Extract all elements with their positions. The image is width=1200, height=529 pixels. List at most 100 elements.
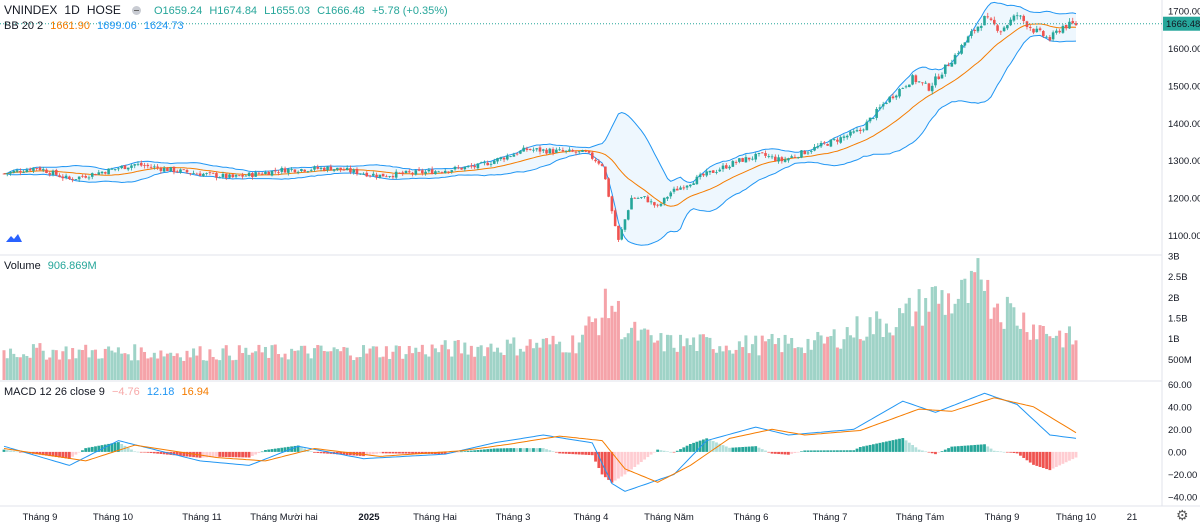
symbol-name[interactable]: VNINDEX [4, 3, 58, 17]
macd-histogram-bar [12, 451, 16, 452]
volume-bar [473, 356, 477, 380]
bb-legend[interactable]: BB 20 2 1661.90 1699.06 1624.73 [4, 19, 188, 33]
macd-histogram-bar [607, 451, 611, 480]
macd-histogram-bar [770, 451, 774, 454]
candle-body [626, 210, 630, 220]
macd-histogram-bar [960, 445, 964, 452]
macd-histogram-bar [218, 451, 222, 457]
volume-bar [152, 352, 156, 380]
candle-body [600, 164, 604, 166]
macd-histogram-bar [309, 451, 313, 452]
macd-histogram-bar [836, 450, 839, 452]
volume-bar [914, 311, 918, 380]
candle-body [221, 173, 225, 177]
volume-bar [492, 351, 496, 380]
macd-histogram-bar [633, 451, 637, 467]
macd-histogram-bar [626, 451, 630, 472]
volume-bar [368, 348, 372, 380]
volume-value: 906.869M [47, 260, 97, 272]
macd-histogram-bar [917, 449, 921, 452]
volume-bar [499, 352, 503, 380]
volume-bar [107, 346, 111, 380]
candle-body [770, 156, 774, 158]
symbol-legend: VNINDEX 1D HOSE O1659.24 H1674.84 L1655.… [4, 3, 452, 18]
macd-histogram-bar [646, 451, 650, 458]
volume-bar [1054, 335, 1058, 380]
interval-label[interactable]: 1D [64, 3, 80, 17]
volume-bar [384, 346, 388, 380]
volume-bar [48, 357, 52, 380]
candle-body [123, 165, 127, 170]
macd-histogram-bar [107, 443, 110, 452]
volume-bar [747, 353, 751, 380]
macd-histogram-bar [943, 449, 947, 452]
macd-histogram-bar [669, 451, 673, 453]
volume-bar [979, 279, 983, 380]
collapse-legend-icon[interactable] [131, 5, 141, 15]
volume-bar [394, 345, 398, 380]
volume-bar [182, 360, 186, 380]
candle-body [398, 172, 401, 174]
macd-histogram-bar [18, 451, 22, 453]
candle-body [342, 169, 346, 171]
volume-bar [293, 350, 297, 380]
bb-upper-line [3, 1, 1077, 184]
volume-bar [103, 348, 107, 380]
macd-histogram-bar [368, 451, 372, 455]
tradingview-logo-icon[interactable] [5, 232, 23, 244]
candle-body [986, 16, 990, 18]
macd-histogram-bar [662, 450, 666, 452]
volume-bar [535, 342, 539, 380]
candle-body [375, 174, 378, 178]
volume-bar [649, 335, 653, 380]
volume-bar [286, 359, 290, 380]
volume-bar [803, 353, 807, 380]
volume-bar [868, 317, 872, 380]
candle-body [437, 171, 440, 173]
candle-body [283, 168, 287, 173]
macd-histogram-bar [1061, 451, 1065, 464]
candle-body [133, 164, 137, 166]
macd-histogram-bar [613, 451, 617, 481]
candle-body [450, 170, 454, 173]
candle-body [149, 166, 153, 168]
macd-histogram-bar [685, 445, 689, 452]
volume-bar [41, 350, 45, 380]
candle-body [476, 163, 480, 169]
volume-bar [891, 335, 895, 380]
macd-histogram-bar [185, 451, 189, 457]
volume-bar [924, 298, 928, 380]
macd-histogram-bar [74, 451, 78, 455]
volume-bar [734, 349, 738, 380]
candle-body [960, 45, 963, 54]
volume-bar [783, 334, 787, 380]
candle-body [711, 170, 715, 173]
volume-bar [407, 345, 411, 380]
candle-body [698, 174, 702, 178]
gear-icon[interactable]: ⚙ [1176, 507, 1189, 523]
candle-body [120, 166, 123, 169]
macd-histogram-bar [407, 451, 411, 454]
macd-histogram-bar [394, 451, 398, 454]
volume-legend[interactable]: Volume 906.869M [4, 259, 101, 273]
candle-body [224, 173, 228, 178]
macd-histogram-bar [561, 451, 565, 454]
candle-body [35, 167, 38, 169]
candle-body [479, 162, 483, 164]
time-axis-label: Tháng 10 [93, 512, 133, 523]
volume-bar [806, 338, 810, 380]
candle-body [352, 169, 356, 173]
macd-histogram-bar [48, 451, 52, 457]
change-value: +5.78 (+0.35%) [371, 5, 448, 17]
candle-body [188, 173, 192, 174]
macd-histogram-bar [64, 451, 68, 459]
candle-body [617, 225, 620, 240]
volume-bar [466, 354, 470, 380]
volume-bar [999, 322, 1003, 380]
candle-body [2, 173, 6, 175]
macd-histogram-bar [391, 451, 395, 454]
candle-body [953, 54, 957, 64]
macd-legend[interactable]: MACD 12 26 close 9 −4.76 12.18 16.94 [4, 385, 213, 399]
